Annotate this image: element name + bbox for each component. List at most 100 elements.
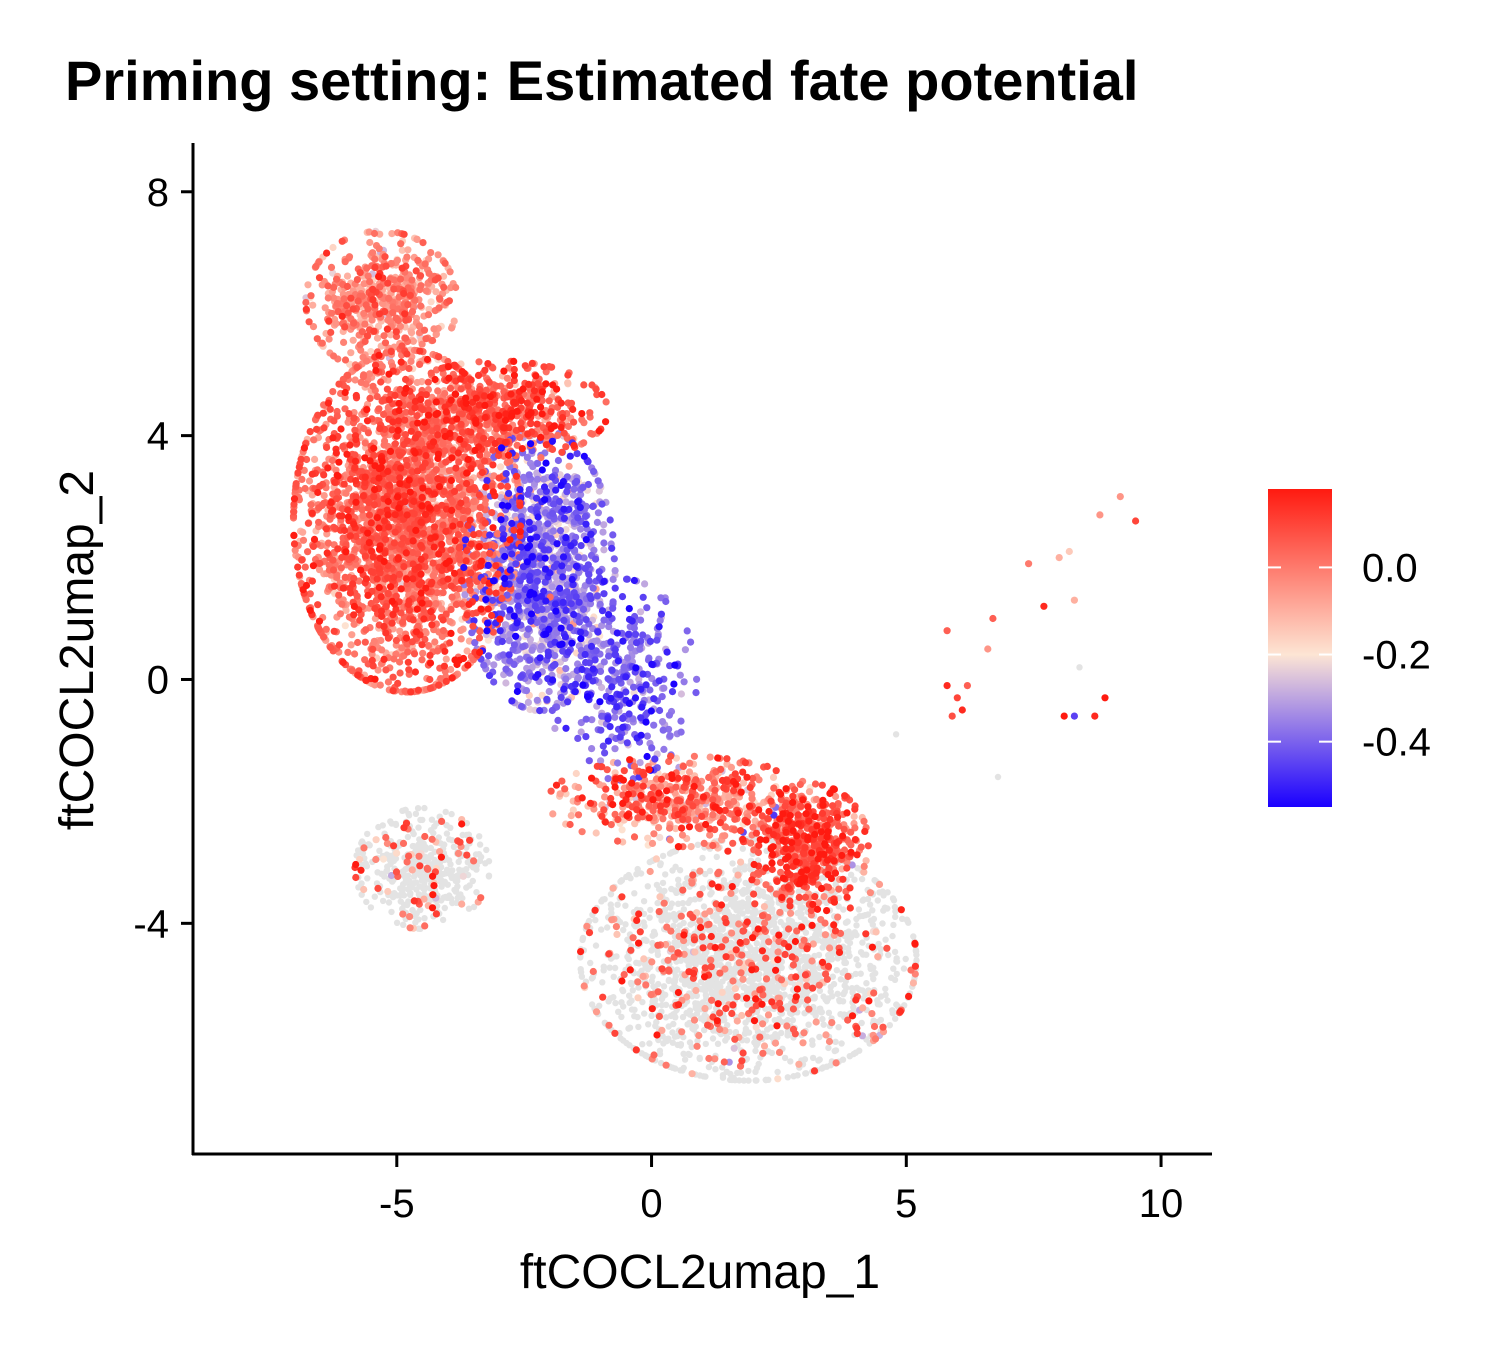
data-point xyxy=(439,916,447,924)
data-point xyxy=(641,580,649,588)
data-point xyxy=(846,952,853,960)
data-point xyxy=(658,995,666,1003)
data-point xyxy=(641,923,648,930)
data-point xyxy=(640,955,648,963)
data-point xyxy=(820,1021,827,1028)
data-point xyxy=(693,675,701,683)
data-point xyxy=(662,1001,670,1008)
data-point xyxy=(891,903,899,911)
data-point xyxy=(892,913,899,920)
data-point xyxy=(332,319,340,328)
data-point xyxy=(893,955,900,962)
data-point xyxy=(639,972,647,981)
data-point xyxy=(667,945,676,953)
data-point xyxy=(448,874,455,881)
data-point xyxy=(833,967,840,974)
data-point xyxy=(851,876,858,883)
data-point xyxy=(714,1040,722,1048)
data-point xyxy=(588,975,596,982)
data-point xyxy=(870,915,878,923)
data-point xyxy=(622,921,629,928)
data-point xyxy=(819,1015,826,1023)
data-point xyxy=(679,1013,687,1021)
data-point xyxy=(409,906,416,914)
data-point xyxy=(681,1056,689,1063)
data-point xyxy=(422,846,429,853)
data-point xyxy=(646,867,654,876)
data-point xyxy=(875,880,884,889)
data-point xyxy=(402,866,409,873)
data-point xyxy=(798,998,805,1005)
data-point xyxy=(628,981,635,988)
data-point xyxy=(1116,493,1124,501)
data-point xyxy=(731,985,739,993)
data-point xyxy=(757,960,764,968)
data-point xyxy=(884,889,891,896)
data-point xyxy=(718,988,726,997)
data-point xyxy=(690,1016,699,1024)
data-point xyxy=(815,951,823,959)
data-point xyxy=(654,899,661,907)
data-point xyxy=(404,246,412,254)
data-point xyxy=(371,893,378,900)
data-point xyxy=(329,243,337,252)
data-point xyxy=(406,913,414,921)
data-point xyxy=(417,906,424,914)
data-point xyxy=(562,675,570,683)
data-point xyxy=(753,940,760,947)
data-point xyxy=(537,642,546,650)
data-point xyxy=(441,904,448,912)
data-point xyxy=(701,910,709,918)
data-point xyxy=(841,982,848,989)
data-point xyxy=(611,964,619,972)
data-point xyxy=(579,934,587,942)
data-point xyxy=(767,896,774,903)
data-point xyxy=(437,878,444,885)
data-point xyxy=(608,916,616,924)
data-point xyxy=(700,1073,707,1080)
data-point xyxy=(641,1010,648,1017)
data-point xyxy=(859,939,866,946)
data-point xyxy=(1076,664,1083,671)
data-point xyxy=(869,921,876,928)
data-point xyxy=(343,272,352,280)
data-point xyxy=(847,932,854,939)
data-point xyxy=(618,826,626,834)
data-point xyxy=(502,679,510,687)
data-point xyxy=(404,901,411,909)
data-point xyxy=(347,641,355,649)
data-point xyxy=(677,717,685,725)
data-point xyxy=(613,953,620,960)
data-point xyxy=(768,1034,776,1041)
data-point xyxy=(800,1029,808,1037)
data-point xyxy=(733,1017,741,1025)
data-point xyxy=(655,824,663,832)
data-point xyxy=(882,991,889,998)
data-point xyxy=(891,948,899,956)
data-point xyxy=(648,978,655,985)
data-point xyxy=(742,879,749,887)
data-point xyxy=(628,1006,636,1013)
data-point xyxy=(596,600,604,609)
data-point xyxy=(633,959,640,966)
data-point xyxy=(784,1032,791,1039)
data-point xyxy=(413,886,420,893)
data-point xyxy=(533,696,541,704)
data-point xyxy=(862,912,869,919)
data-point xyxy=(777,918,784,926)
data-point xyxy=(320,492,328,500)
data-point xyxy=(733,903,740,911)
data-point xyxy=(671,969,678,976)
data-point xyxy=(737,858,745,866)
data-point xyxy=(594,509,603,517)
data-point xyxy=(551,724,559,733)
data-point xyxy=(721,832,729,840)
data-point xyxy=(892,731,900,738)
data-point xyxy=(752,1047,759,1055)
data-point xyxy=(598,926,605,933)
data-point xyxy=(874,897,881,904)
data-point xyxy=(646,914,653,921)
data-point xyxy=(739,899,746,906)
data-point xyxy=(856,1047,863,1054)
data-point xyxy=(611,567,619,575)
